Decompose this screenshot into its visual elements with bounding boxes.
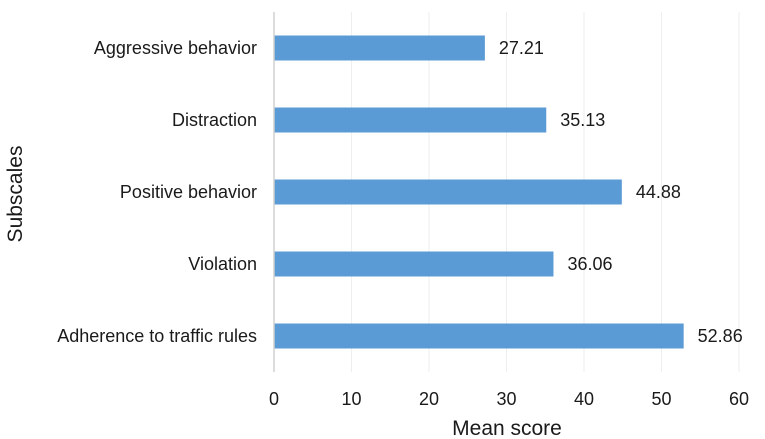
bar	[274, 35, 485, 61]
x-axis-title: Mean score	[452, 417, 562, 439]
bar	[274, 107, 547, 133]
category-label: Adherence to traffic rules	[57, 326, 257, 346]
data-label: 27.21	[499, 38, 544, 58]
data-labels: 27.21 35.13 44.88 36.06 52.86	[499, 38, 743, 346]
category-label: Aggressive behavior	[94, 38, 257, 58]
category-label: Violation	[188, 254, 257, 274]
data-label: 35.13	[560, 110, 605, 130]
category-label: Positive behavior	[120, 182, 257, 202]
bar	[274, 323, 684, 349]
bar	[274, 251, 554, 277]
bars	[274, 35, 684, 349]
data-label: 44.88	[636, 182, 681, 202]
x-tick-label: 40	[574, 389, 594, 409]
bar	[274, 179, 622, 205]
category-labels: Aggressive behavior Distraction Positive b…	[57, 38, 257, 346]
x-tick-label: 10	[341, 389, 361, 409]
y-axis-title: Subscales	[4, 146, 27, 243]
x-tick-label: 20	[419, 389, 439, 409]
x-tick-label: 50	[651, 389, 671, 409]
x-tick-label: 60	[729, 389, 749, 409]
x-tick-labels: 0 10 20 30 40 50 60	[269, 389, 749, 409]
data-label: 52.86	[698, 326, 743, 346]
x-tick-label: 0	[269, 389, 279, 409]
category-label: Distraction	[172, 110, 257, 130]
x-tick-label: 30	[496, 389, 516, 409]
data-label: 36.06	[567, 254, 612, 274]
